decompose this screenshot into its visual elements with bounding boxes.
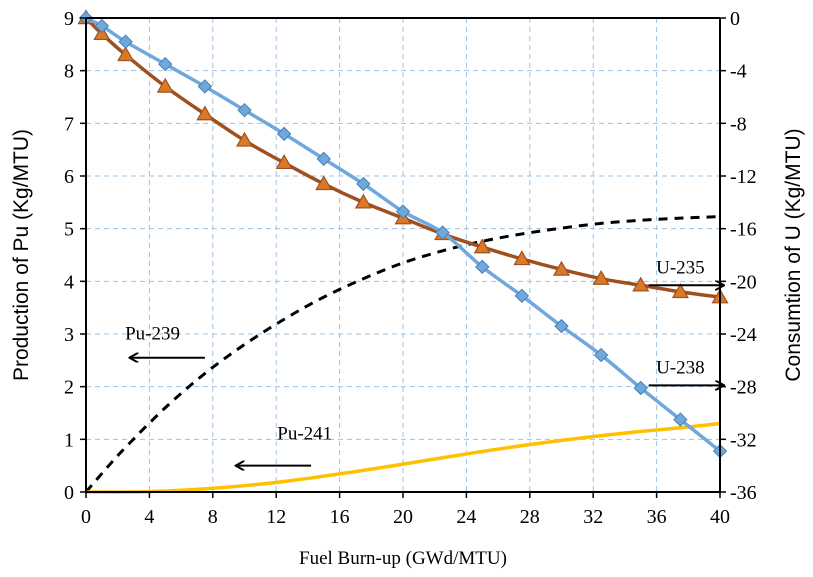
x-tick-label: 24 [456, 506, 476, 528]
annotation-label-pu-241: Pu-241 [277, 423, 332, 444]
y-right-tick-label: -20 [730, 271, 757, 293]
x-tick-label: 4 [144, 506, 154, 528]
x-tick-label: 0 [81, 506, 91, 528]
data-point-u-238 [554, 318, 569, 334]
data-point-u-238 [673, 412, 688, 427]
data-point-u-235 [632, 276, 650, 292]
x-tick-label: 20 [393, 506, 413, 528]
y-left-tick-label: 4 [64, 271, 74, 293]
y-left-tick-label: 9 [64, 8, 74, 30]
data-point-u-238 [316, 151, 331, 167]
annotation-label-u-238: U-238 [656, 358, 705, 379]
series-line-pu-239 [84, 215, 721, 493]
y-right-tick-label: -32 [730, 429, 757, 451]
data-point-u-238 [435, 225, 450, 240]
y-left-tick-label: 8 [64, 61, 74, 83]
y-right-tick-label: 0 [730, 8, 740, 30]
annotation-layer: Pu-239 Pu-241 U-235 U-238 [125, 257, 723, 465]
data-point-u-235 [315, 175, 333, 191]
data-point-u-238 [593, 347, 609, 363]
y-left-tick-label: 5 [64, 219, 74, 241]
y-right-tick-label: -36 [730, 482, 757, 504]
data-point-u-238 [356, 176, 371, 192]
x-tick-label: 12 [266, 506, 286, 528]
data-point-u-238 [237, 102, 252, 118]
y-left-tick-label: 3 [64, 324, 74, 346]
data-point-u-235 [354, 193, 372, 209]
data-point-u-235 [592, 269, 610, 285]
y-right-tick-label: -4 [730, 61, 747, 83]
data-point-u-238 [276, 126, 292, 142]
y-left-tick-label: 7 [64, 113, 74, 135]
data-point-u-235 [513, 250, 531, 266]
x-tick-label: 32 [583, 506, 603, 528]
data-point-u-238 [197, 79, 213, 94]
x-tick-label: 40 [710, 506, 730, 528]
y-right-tick-label: -24 [730, 324, 757, 346]
y-left-tick-label: 1 [64, 429, 74, 451]
y-left-axis-title: Production of Pu (Kg/MTU) [10, 129, 33, 381]
y-left-tick-label: 2 [64, 377, 74, 399]
data-point-u-238 [633, 380, 648, 396]
data-point-u-235 [117, 46, 135, 62]
y-left-tick-label: 0 [64, 482, 74, 504]
data-point-u-238 [158, 56, 173, 72]
y-right-tick-label: -8 [730, 113, 747, 135]
annotation-label-pu-239: Pu-239 [125, 323, 180, 344]
data-point-u-235 [275, 154, 293, 170]
y-right-tick-label: -28 [730, 377, 757, 399]
data-point-u-238 [475, 259, 490, 275]
x-tick-label: 36 [647, 506, 667, 528]
data-point-u-235 [235, 131, 254, 147]
y-right-tick-label: -16 [730, 219, 757, 241]
annotation-label-u-235: U-235 [656, 257, 705, 278]
data-point-u-235 [671, 283, 689, 299]
x-tick-label: 16 [330, 506, 350, 528]
data-point-u-238 [118, 34, 133, 49]
data-point-u-235 [156, 77, 174, 93]
data-point-u-238 [514, 288, 530, 304]
x-axis-title: Fuel Burn-up (GWd/MTU) [299, 548, 507, 569]
data-point-u-235 [196, 105, 214, 121]
data-point-u-235 [473, 238, 491, 254]
grid [86, 18, 720, 492]
x-tick-label: 28 [520, 506, 540, 528]
data-point-u-238 [94, 18, 110, 34]
y-right-axis-title: Consumtion of U (Kg/MTU) [782, 128, 805, 381]
y-right-tick-label: -12 [730, 166, 757, 188]
y-left-tick-label: 6 [64, 166, 74, 188]
data-point-u-238 [395, 204, 411, 219]
data-point-u-235 [552, 260, 571, 276]
x-tick-label: 8 [208, 506, 218, 528]
axes [80, 17, 726, 498]
